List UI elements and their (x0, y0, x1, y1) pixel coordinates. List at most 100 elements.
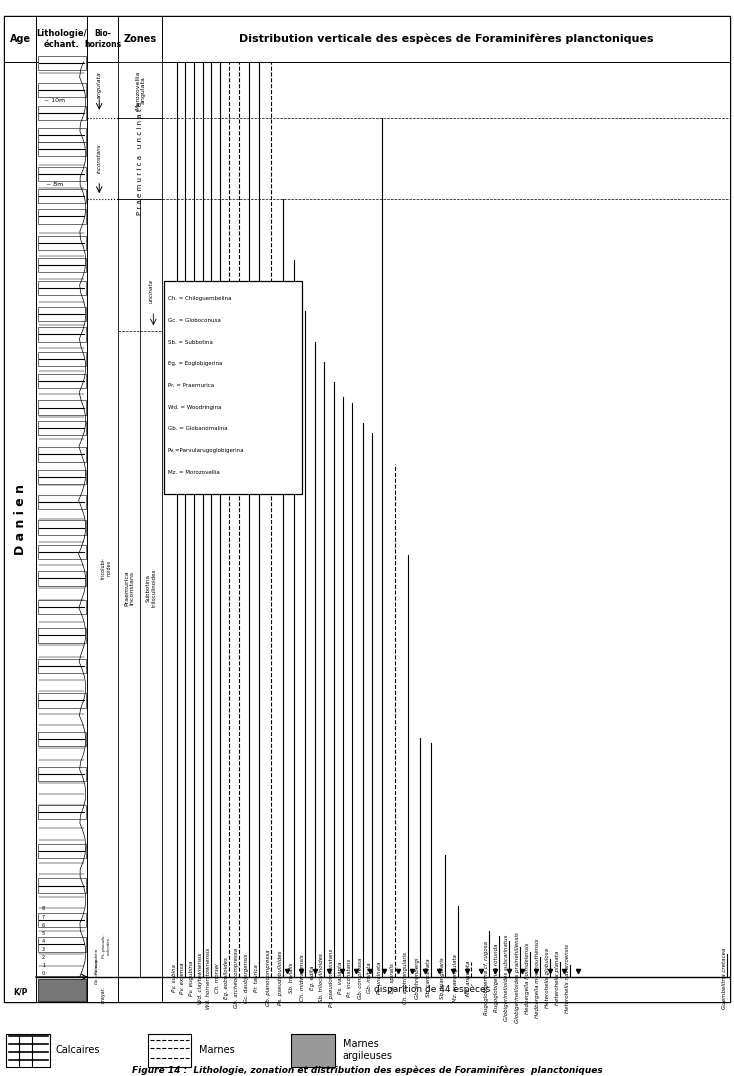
Bar (38, 374, 86, 388)
Text: Sb. triloculinoides: Sb. triloculinoides (319, 953, 324, 1003)
Text: Gc. = Globoconusa: Gc. = Globoconusa (168, 318, 221, 323)
Text: P r a e m u r i c a   u n c i n a t a: P r a e m u r i c a u n c i n a t a (137, 102, 143, 215)
Text: Marnes: Marnes (199, 1045, 235, 1056)
Text: 6: 6 (42, 923, 46, 928)
Bar (38, 659, 86, 672)
Bar (148, 1034, 192, 1066)
Bar (38, 189, 86, 203)
Text: Pv. eugubina: Pv. eugubina (189, 961, 194, 995)
Text: Gb. ehrenbergi: Gb. ehrenbergi (415, 958, 420, 999)
Bar (118, 118, 162, 199)
Text: Sb. triangularis: Sb. triangularis (440, 958, 445, 999)
Bar (140, 199, 162, 977)
Text: tricolubi-
noides: tricolubi- noides (101, 556, 112, 579)
Bar (118, 199, 140, 977)
Bar (38, 766, 86, 781)
Text: Zones: Zones (124, 34, 157, 44)
Bar (38, 599, 86, 614)
Bar (38, 83, 86, 98)
Text: Pr. = Praemurica: Pr. = Praemurica (168, 383, 214, 388)
Text: K/P: K/P (12, 988, 27, 996)
Bar (162, 62, 730, 1003)
Text: Guembelitria cretacea: Guembelitria cretacea (722, 948, 727, 1008)
Text: Mz. = Morozovellia: Mz. = Morozovellia (168, 470, 219, 475)
Text: Sb. trivialis: Sb. trivialis (289, 963, 294, 993)
Text: Eg. edita: Eg. edita (310, 966, 315, 990)
Text: inconstans: inconstans (97, 144, 102, 173)
Bar (37, 62, 87, 1003)
Text: Globigerinelloides subcarinatus: Globigerinelloides subcarinatus (504, 935, 509, 1021)
Text: Rugoglobigerina cf. rugosa: Rugoglobigerina cf. rugosa (484, 942, 489, 1015)
Bar (164, 281, 302, 494)
Text: Ch. morsei: Ch. morsei (215, 963, 220, 993)
Text: Wd. hornerstownensis: Wd. hornerstownensis (206, 948, 211, 1008)
Bar (38, 142, 86, 156)
Bar (38, 210, 86, 224)
Text: Gb. = Globanomalina: Gb. = Globanomalina (168, 426, 228, 431)
Text: Marnes
argileuses: Marnes argileuses (343, 1039, 393, 1061)
Text: Ch. subtriangularis: Ch. subtriangularis (403, 952, 407, 1004)
Text: Heterohelix globulosa: Heterohelix globulosa (545, 948, 550, 1008)
Bar (87, 62, 118, 1003)
Text: 2: 2 (42, 955, 46, 960)
Text: Distribution verticale des espèces de Foraminifères planctoniques: Distribution verticale des espèces de Fo… (239, 33, 653, 44)
Bar (38, 105, 86, 119)
Bar (38, 937, 86, 951)
Bar (118, 62, 162, 118)
Text: Ch. midwayensis: Ch. midwayensis (300, 954, 305, 1002)
Text: Pr. inconstans: Pr. inconstans (347, 959, 352, 997)
Text: Gb. planocompressa: Gb. planocompressa (266, 950, 271, 1006)
Bar (38, 521, 86, 535)
Text: Heterohelix planata: Heterohelix planata (556, 951, 560, 1005)
Text: Figure 14 :  Lithologie, zonation et distribution des espèces de Foraminifères  : Figure 14 : Lithologie, zonation et dist… (131, 1065, 603, 1075)
Text: Wd. = Woodringina: Wd. = Woodringina (168, 405, 222, 410)
Bar (118, 62, 162, 1003)
Text: Pr. uncinata: Pr. uncinata (377, 962, 382, 994)
Bar (38, 844, 86, 858)
Text: Pv. extensa: Pv. extensa (181, 962, 185, 994)
Text: Calcaires: Calcaires (55, 1045, 100, 1056)
Text: Lithologie/
échant.: Lithologie/ échant. (37, 29, 87, 48)
Text: Rugoglobigerina rotunda: Rugoglobigerina rotunda (494, 944, 499, 1013)
Text: Ps. pseudo-
sulcodes: Ps. pseudo- sulcodes (102, 935, 111, 959)
Text: Subbotina
triloculinoides: Subbotina triloculinoides (146, 569, 156, 607)
Bar (4, 16, 37, 62)
Text: Eg. = Eoglobigerina: Eg. = Eoglobigerina (168, 362, 222, 367)
Text: Gb. compressa: Gb. compressa (357, 958, 363, 999)
Text: Pr. taurica: Pr. taurica (255, 964, 259, 992)
Text: Sb. = Subbotina: Sb. = Subbotina (168, 340, 213, 344)
Text: 4: 4 (42, 939, 46, 944)
Text: 1: 1 (42, 963, 46, 968)
Bar (6, 1034, 50, 1066)
Text: Hedbergella monmouthensis: Hedbergella monmouthensis (535, 938, 540, 1018)
Bar (38, 979, 86, 1002)
Bar (38, 469, 86, 484)
Bar (38, 281, 86, 295)
Text: 8: 8 (42, 906, 46, 911)
Text: Pr. pseudoinconstans: Pr. pseudoinconstans (329, 949, 333, 1007)
Text: 3: 3 (42, 947, 46, 952)
Text: ~ 10m: ~ 10m (43, 98, 65, 103)
Bar (38, 352, 86, 366)
Text: Gb. cretacea: Gb. cretacea (95, 960, 99, 985)
Bar (38, 878, 86, 893)
Bar (38, 495, 86, 509)
Bar (37, 16, 87, 62)
Text: Sb. cancellata: Sb. cancellata (426, 959, 431, 997)
Bar (38, 400, 86, 414)
Bar (38, 327, 86, 341)
Text: Gb. imitata: Gb. imitata (367, 963, 372, 993)
Text: Pv. eugobina: Pv. eugobina (95, 949, 99, 974)
Text: angulata: angulata (97, 71, 102, 99)
Bar (38, 628, 86, 642)
Bar (38, 307, 86, 322)
Text: Mz. praeangulata: Mz. praeangulata (453, 954, 458, 1002)
Text: uncinata: uncinata (149, 279, 153, 302)
Text: 5: 5 (42, 931, 46, 936)
Bar (38, 56, 86, 70)
Bar (38, 448, 86, 462)
Text: Pv. subina: Pv. subina (172, 964, 177, 992)
Text: Globigerinelloides prairiehillensis: Globigerinelloides prairiehillensis (515, 933, 520, 1023)
Bar (4, 62, 37, 1003)
Text: Morozovellia
angulata: Morozovellia angulata (135, 70, 145, 110)
